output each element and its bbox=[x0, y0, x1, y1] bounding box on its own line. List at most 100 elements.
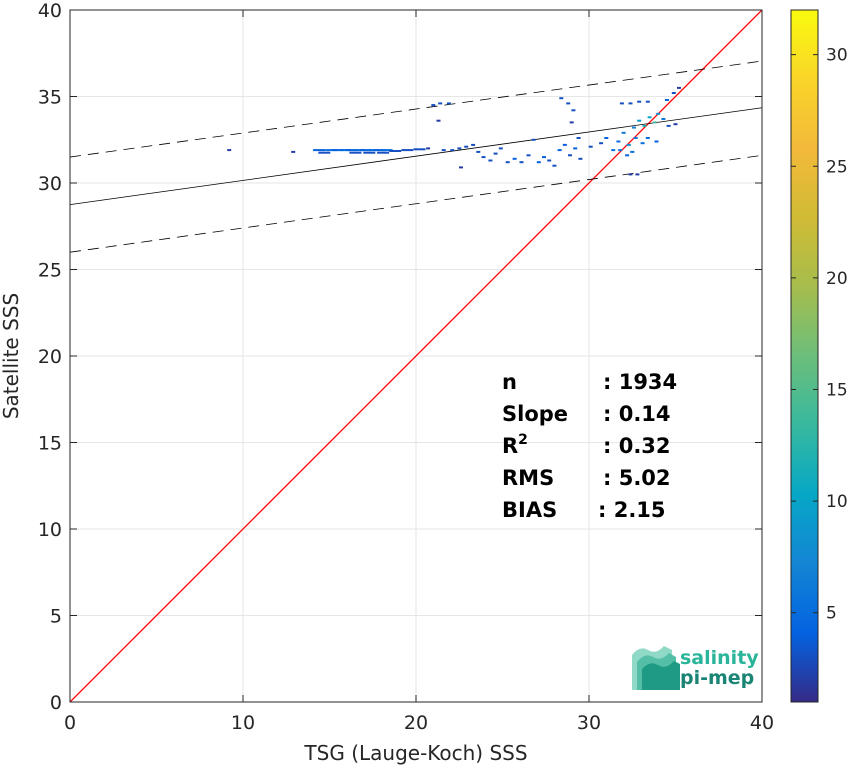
colorbar-tick-label: 5 bbox=[826, 604, 837, 624]
y-tick-label: 35 bbox=[38, 87, 62, 109]
data-point bbox=[512, 157, 517, 160]
regression-line bbox=[70, 107, 762, 206]
y-tick-label: 5 bbox=[50, 606, 62, 628]
data-point bbox=[666, 124, 671, 127]
data-point bbox=[628, 173, 633, 176]
data-point bbox=[519, 161, 524, 164]
stat-value: : 5.02 bbox=[603, 466, 671, 490]
logo-line1: salinity bbox=[680, 647, 759, 669]
y-tick-label: 25 bbox=[38, 260, 62, 282]
data-point bbox=[630, 150, 635, 153]
stat-label: n bbox=[502, 370, 517, 394]
data-point bbox=[647, 116, 652, 119]
data-point bbox=[349, 151, 362, 154]
data-point bbox=[571, 109, 576, 112]
data-point bbox=[450, 149, 455, 152]
data-point bbox=[359, 149, 372, 152]
data-point bbox=[635, 173, 640, 176]
data-point bbox=[611, 149, 616, 152]
data-point bbox=[637, 119, 642, 122]
x-tick-label: 0 bbox=[64, 712, 76, 734]
data-point bbox=[625, 154, 630, 157]
colorbar bbox=[790, 9, 819, 703]
data-point bbox=[578, 157, 583, 160]
data-point bbox=[291, 150, 296, 153]
data-point bbox=[536, 161, 541, 164]
data-point bbox=[626, 143, 631, 146]
data-point bbox=[457, 147, 462, 150]
data-point bbox=[431, 104, 436, 107]
data-point bbox=[569, 121, 574, 124]
data-point bbox=[557, 149, 562, 152]
data-point bbox=[664, 99, 669, 101]
data-point bbox=[619, 102, 624, 105]
data-point bbox=[339, 149, 352, 152]
one-to-one-line bbox=[70, 10, 762, 702]
data-point bbox=[632, 126, 636, 129]
data-point bbox=[621, 131, 626, 134]
colorbar-tick-label: 20 bbox=[826, 269, 848, 289]
data-point bbox=[505, 161, 510, 164]
stat-value: : 0.14 bbox=[603, 402, 671, 426]
data-point bbox=[363, 151, 376, 154]
data-point bbox=[677, 86, 681, 89]
data-point bbox=[559, 97, 564, 100]
stat-label-superscript: 2 bbox=[518, 432, 528, 448]
data-point bbox=[526, 154, 531, 157]
colorbar-tick-label: 30 bbox=[826, 46, 848, 66]
data-point bbox=[671, 92, 676, 94]
reference-lines bbox=[70, 10, 762, 702]
data-point bbox=[380, 149, 393, 152]
confidence-bound-line bbox=[70, 154, 762, 253]
x-tick-label: 20 bbox=[404, 712, 428, 734]
data-point bbox=[459, 166, 463, 169]
colorbar-tick-label: 15 bbox=[826, 380, 848, 400]
data-point bbox=[366, 149, 379, 152]
data-point bbox=[413, 148, 426, 151]
stat-label: RMS bbox=[502, 466, 554, 490]
logo-line2: pi-mep bbox=[680, 667, 754, 689]
data-point bbox=[318, 151, 331, 154]
data-point bbox=[661, 118, 666, 120]
data-point bbox=[464, 145, 469, 148]
y-axis-label: Satellite SSS bbox=[0, 293, 23, 419]
y-tick-label: 20 bbox=[38, 346, 62, 368]
data-point bbox=[438, 102, 443, 105]
stat-value: : 1934 bbox=[603, 370, 677, 394]
y-tick-label: 0 bbox=[50, 692, 62, 714]
data-point bbox=[576, 137, 581, 139]
data-point bbox=[654, 140, 659, 143]
data-point bbox=[656, 112, 661, 115]
data-point bbox=[377, 151, 390, 154]
data-point bbox=[493, 152, 498, 155]
data-point bbox=[426, 147, 431, 150]
data-point bbox=[652, 121, 657, 124]
data-point bbox=[352, 149, 365, 152]
data-points bbox=[227, 86, 681, 176]
data-point bbox=[542, 156, 546, 159]
data-point bbox=[628, 102, 633, 105]
data-point bbox=[588, 145, 593, 148]
x-tick-label: 30 bbox=[577, 712, 601, 734]
axis-ticks: 0 10 20 30 40 0 5 10 15 20 25 30 35 40 bbox=[38, 0, 774, 734]
colorbar-tick-label: 25 bbox=[826, 157, 848, 177]
colorbar-tick-label: 10 bbox=[826, 492, 848, 512]
data-point bbox=[566, 102, 571, 105]
stat-label: BIAS bbox=[502, 498, 557, 522]
confidence-bound-line bbox=[70, 60, 762, 158]
data-point bbox=[673, 123, 678, 126]
x-tick-label: 40 bbox=[750, 712, 774, 734]
y-tick-label: 30 bbox=[38, 173, 62, 195]
data-point bbox=[568, 154, 572, 157]
data-point bbox=[642, 124, 647, 127]
data-point bbox=[552, 164, 557, 167]
data-point bbox=[640, 142, 645, 145]
data-point bbox=[373, 149, 386, 152]
data-point bbox=[446, 102, 451, 105]
x-tick-label: 10 bbox=[231, 712, 255, 734]
data-point bbox=[618, 149, 623, 152]
data-point bbox=[389, 150, 402, 152]
data-point bbox=[599, 142, 604, 145]
y-tick-label: 15 bbox=[38, 433, 62, 455]
